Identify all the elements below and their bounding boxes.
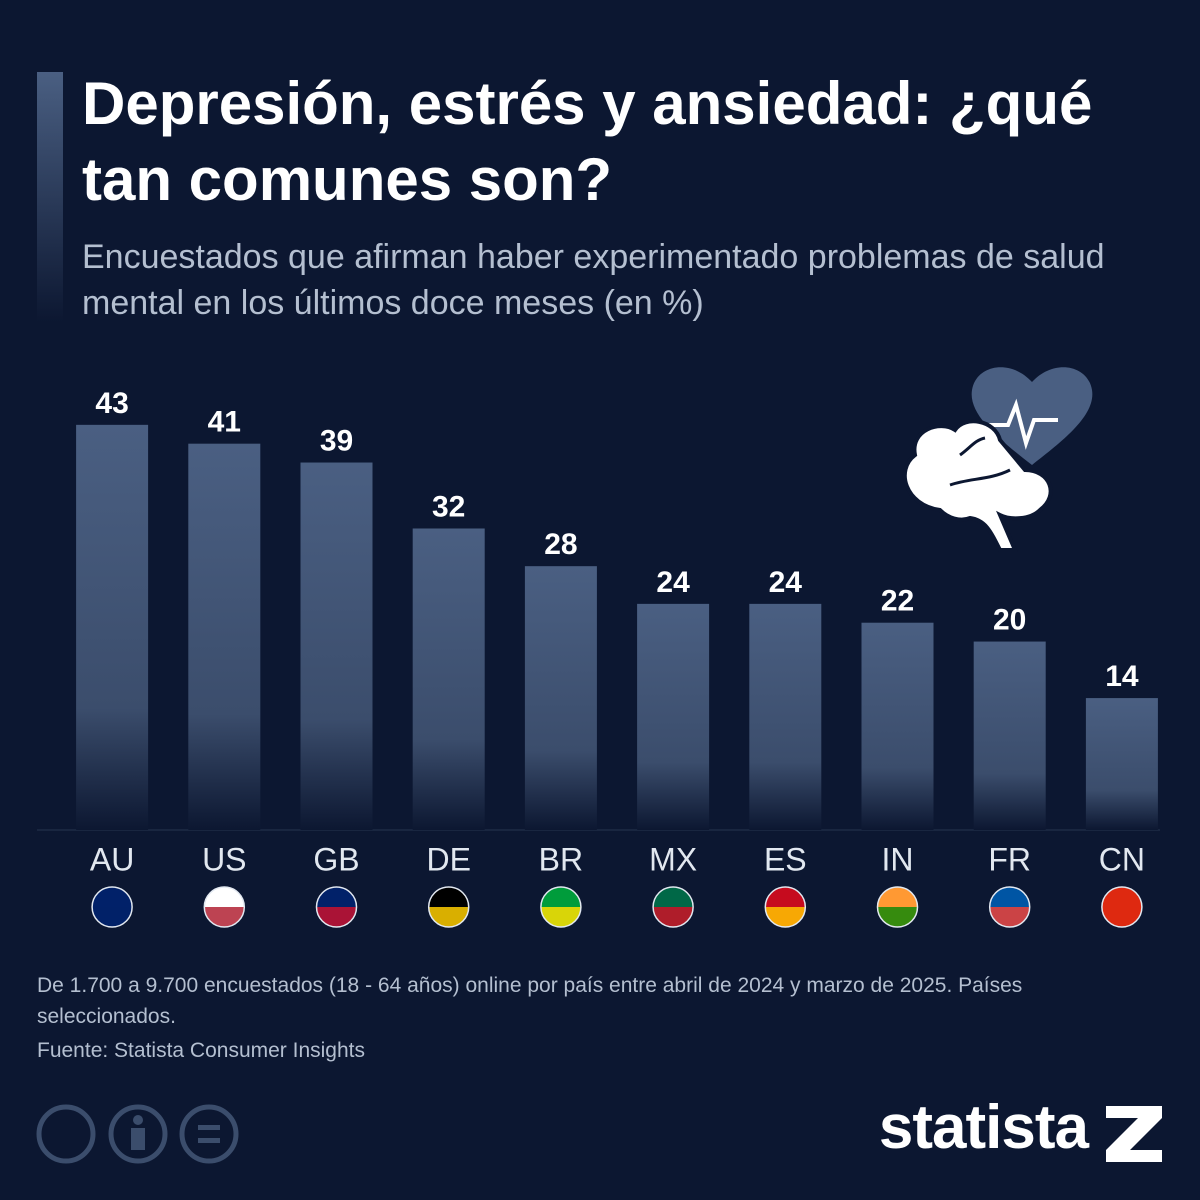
value-label: 14	[1105, 660, 1139, 693]
flag-rim	[540, 886, 582, 928]
flag-part	[989, 907, 1030, 927]
chart-subtitle: Encuestados que afirman haber experiment…	[82, 238, 1105, 322]
flag-rim	[988, 886, 1031, 928]
flag-rim	[427, 886, 470, 928]
accent-bar	[37, 72, 63, 322]
flag-part	[428, 907, 469, 928]
bar	[300, 462, 373, 830]
bar	[861, 622, 934, 830]
x-tick-label: BR	[539, 841, 583, 877]
flag-part	[540, 907, 581, 928]
flag	[764, 886, 807, 928]
flag-rim	[203, 886, 246, 928]
x-tick-label: US	[202, 841, 246, 877]
x-tick-label: CN	[1099, 841, 1145, 877]
note: De 1.700 a 9.700 encuestados (18 - 64 añ…	[37, 974, 1023, 1028]
x-tick-label: FR	[988, 841, 1031, 877]
source: Fuente: Statista Consumer Insights	[37, 1039, 365, 1062]
license-icons	[36, 1104, 239, 1164]
bar	[412, 528, 485, 830]
flag	[988, 886, 1031, 928]
bar	[973, 641, 1046, 830]
flag	[1101, 886, 1143, 928]
flag-rim	[652, 886, 694, 928]
value-label: 41	[208, 406, 241, 439]
brand: statista	[878, 1093, 1089, 1162]
value-label: 24	[769, 566, 803, 599]
x-tick-label: IN	[882, 841, 914, 877]
flag	[876, 886, 919, 928]
flag	[427, 886, 470, 928]
flag-part	[877, 907, 918, 928]
flag	[652, 886, 694, 928]
bar	[1085, 698, 1158, 830]
bar	[749, 603, 822, 830]
flag-rim	[315, 886, 358, 928]
x-tick-label: ES	[764, 841, 807, 877]
brand-logo	[1106, 1106, 1162, 1162]
flag	[203, 886, 246, 928]
value-label: 32	[432, 490, 465, 523]
flag	[315, 886, 358, 928]
bar	[524, 566, 597, 830]
x-tick-label: DE	[426, 841, 470, 877]
bar	[188, 443, 261, 830]
flag	[91, 886, 133, 928]
flag-part	[653, 907, 694, 928]
flag-part	[316, 907, 357, 928]
x-tick-label: GB	[313, 841, 359, 877]
health-icon	[902, 367, 1093, 552]
flag-rim	[764, 886, 807, 928]
bar	[76, 424, 149, 830]
flag	[540, 886, 582, 928]
value-label: 24	[656, 566, 690, 599]
value-label: 43	[95, 387, 128, 420]
value-label: 20	[993, 603, 1026, 636]
flag-rim	[876, 886, 919, 928]
chart-title: Depresión, estrés y ansiedad: ¿qué tan c…	[82, 70, 1093, 213]
value-label: 22	[881, 585, 914, 618]
value-label: 28	[544, 528, 577, 561]
flag-part	[204, 907, 245, 928]
flag-part	[1101, 907, 1142, 928]
x-tick-label: MX	[649, 841, 697, 877]
x-tick-label: AU	[90, 841, 134, 877]
flag-rim	[1101, 886, 1143, 928]
bar	[637, 603, 710, 830]
flag-part	[765, 907, 806, 928]
flag-rim	[91, 886, 133, 928]
flag-part	[92, 907, 133, 928]
value-label: 39	[320, 424, 353, 457]
